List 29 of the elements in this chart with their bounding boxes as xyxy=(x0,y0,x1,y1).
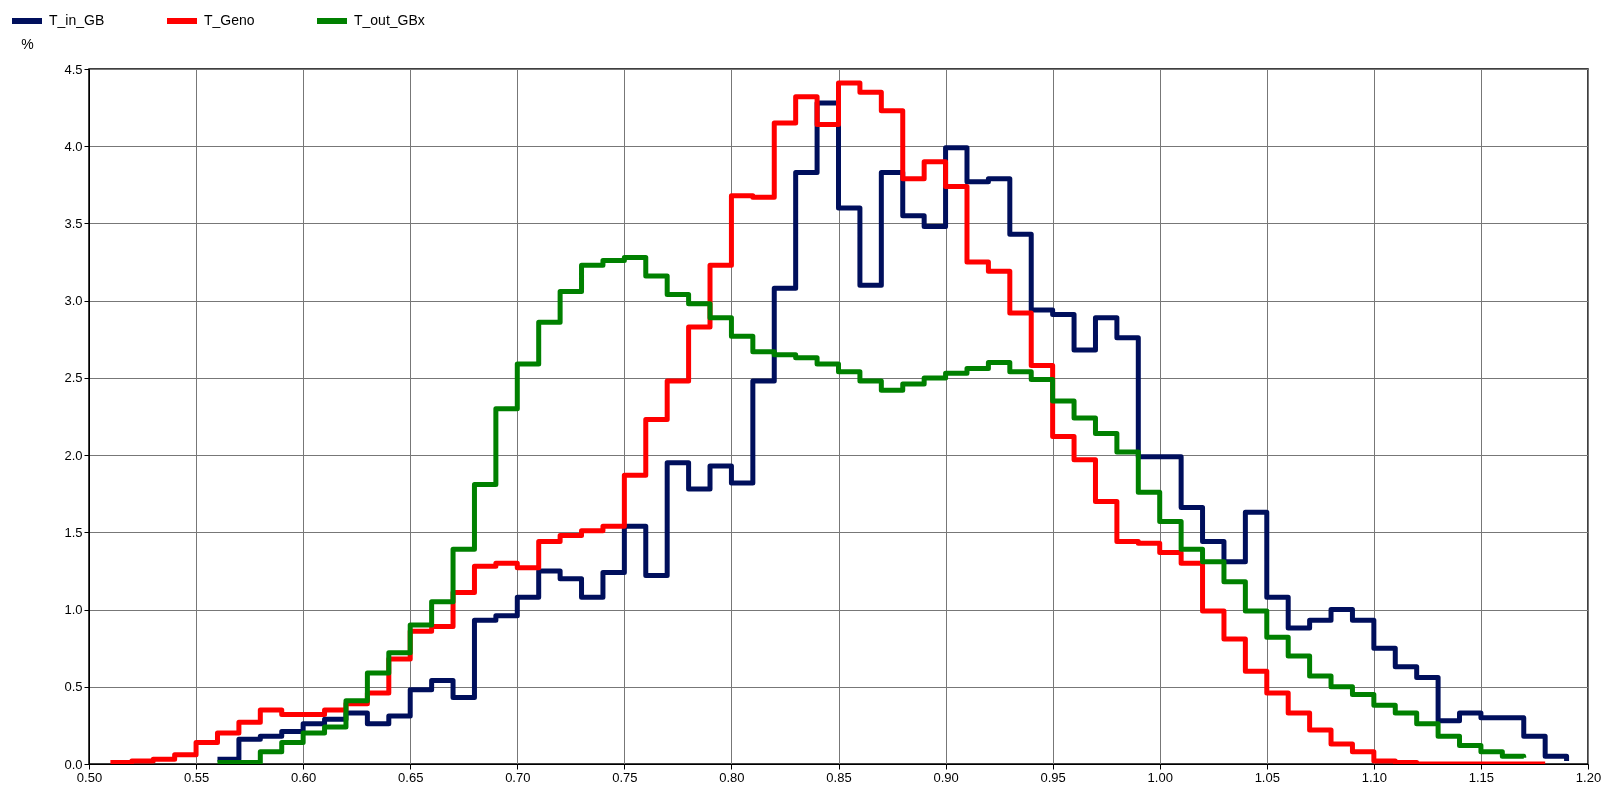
y-tick-label: 2.0 xyxy=(64,447,83,463)
legend-label: T_out_GBx xyxy=(354,12,425,28)
x-tick-label: 0.70 xyxy=(505,769,531,785)
legend-label: T_in_GB xyxy=(49,12,105,28)
y-tick-label: 1.0 xyxy=(64,602,83,618)
legend-label: T_Geno xyxy=(204,12,255,28)
x-tick-label: 1.20 xyxy=(1575,769,1602,785)
x-tick-label: 1.15 xyxy=(1468,769,1495,785)
y-tick-label: 3.0 xyxy=(64,293,83,309)
x-tick-label: 0.50 xyxy=(76,769,103,785)
y-axis-title: % xyxy=(21,35,34,52)
x-tick-label: 0.85 xyxy=(826,769,852,785)
x-tick-label: 0.95 xyxy=(1040,769,1066,785)
y-tick-label: 4.0 xyxy=(64,138,83,154)
x-tick-label: 0.55 xyxy=(183,769,210,785)
y-tick-label: 4.5 xyxy=(64,61,83,77)
y-tick-label: 1.5 xyxy=(64,524,83,540)
y-tick-label: 2.5 xyxy=(64,370,83,386)
x-tick-label: 0.65 xyxy=(398,769,424,785)
x-tick-label: 1.05 xyxy=(1254,769,1280,785)
x-tick-label: 1.10 xyxy=(1361,769,1388,785)
x-tick-label: 0.90 xyxy=(933,769,959,785)
x-tick-label: 0.75 xyxy=(612,769,638,785)
y-tick-label: 0.5 xyxy=(64,679,83,695)
x-tick-label: 0.60 xyxy=(290,769,317,785)
y-tick-label: 0.0 xyxy=(64,756,83,772)
x-tick-label: 0.80 xyxy=(719,769,745,785)
x-tick-label: 1.00 xyxy=(1147,769,1173,785)
y-tick-label: 3.5 xyxy=(64,215,83,231)
